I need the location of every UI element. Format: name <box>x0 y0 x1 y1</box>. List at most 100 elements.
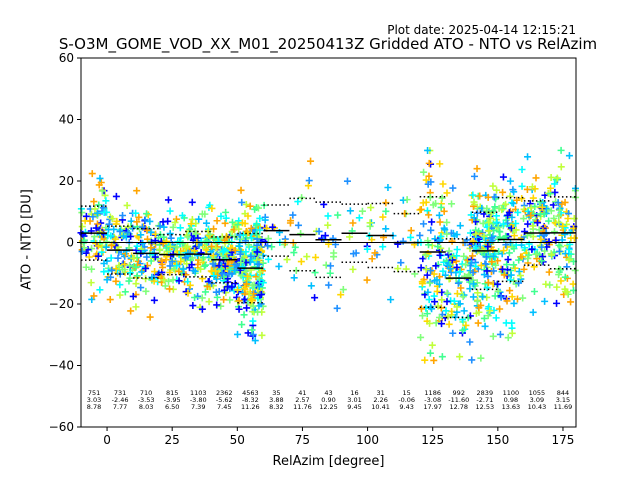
data-point <box>218 270 226 278</box>
data-point <box>426 279 434 287</box>
data-point <box>264 242 272 250</box>
data-point <box>194 234 202 242</box>
data-point <box>242 280 250 288</box>
data-point <box>121 288 129 296</box>
data-point <box>532 174 540 182</box>
bin-std-label: 13.63 <box>502 403 521 411</box>
data-point <box>420 220 428 228</box>
data-point <box>165 277 173 285</box>
data-point <box>233 286 241 294</box>
data-point <box>528 245 536 253</box>
data-point <box>202 261 210 269</box>
data-point <box>184 242 192 250</box>
data-point <box>191 247 199 255</box>
data-point <box>561 273 569 281</box>
bin-count-label: 1055 <box>529 389 546 397</box>
data-point <box>431 298 439 306</box>
data-point <box>327 262 335 270</box>
data-point <box>133 187 141 195</box>
data-point <box>550 228 558 236</box>
data-point <box>179 265 187 273</box>
bin-std-label: 11.69 <box>554 403 573 411</box>
data-point <box>570 215 578 223</box>
data-point <box>456 300 464 308</box>
data-point <box>510 299 518 307</box>
bin-std-label: 6.50 <box>165 403 179 411</box>
data-point <box>199 254 207 262</box>
data-point <box>460 252 468 260</box>
data-point <box>212 244 220 252</box>
data-point <box>127 307 135 315</box>
data-point <box>148 273 156 281</box>
data-point <box>202 219 210 227</box>
data-point <box>551 180 559 188</box>
data-point <box>324 221 332 229</box>
data-point <box>456 353 464 361</box>
data-point <box>534 219 542 227</box>
data-point <box>237 259 245 267</box>
data-point <box>225 238 233 246</box>
data-point <box>197 265 205 273</box>
data-point <box>547 207 555 215</box>
data-point <box>219 248 227 256</box>
data-point <box>420 168 428 176</box>
data-point <box>264 235 272 243</box>
data-point <box>163 237 171 245</box>
data-point <box>524 254 532 262</box>
data-point <box>473 279 481 287</box>
data-point <box>520 265 528 273</box>
data-point <box>518 182 526 190</box>
data-point <box>418 280 426 288</box>
y-tick-label: 20 <box>59 174 74 188</box>
data-point <box>436 218 444 226</box>
data-point <box>421 356 429 364</box>
data-point <box>538 203 546 211</box>
data-point <box>225 270 233 278</box>
data-point <box>175 277 183 285</box>
data-point <box>107 273 115 281</box>
data-point <box>171 218 179 226</box>
data-point <box>486 238 494 246</box>
data-point <box>438 320 446 328</box>
data-point <box>539 258 547 266</box>
data-point <box>492 314 500 322</box>
data-point <box>421 251 429 259</box>
bin-mean-label: 3.15 <box>556 396 570 404</box>
data-point <box>173 262 181 270</box>
data-point <box>540 210 548 218</box>
data-point <box>435 237 443 245</box>
bin-mean-label: -3.53 <box>138 396 155 404</box>
data-point <box>164 217 172 225</box>
data-point <box>158 257 166 265</box>
data-point <box>472 230 480 238</box>
data-point <box>503 261 511 269</box>
data-point <box>449 184 457 192</box>
data-point <box>498 265 506 273</box>
data-point <box>470 280 478 288</box>
data-point <box>495 204 503 212</box>
data-point <box>448 200 456 208</box>
data-point <box>428 341 436 349</box>
data-point <box>469 237 477 245</box>
data-point <box>437 203 445 211</box>
bin-count-label: 15 <box>403 389 411 397</box>
data-point <box>325 281 333 289</box>
bin-mean-label: -8.32 <box>242 396 259 404</box>
x-axis-ticks: 0 25 50 75 100 125 150 175 <box>103 427 574 447</box>
data-point <box>459 326 467 334</box>
data-point <box>147 244 155 252</box>
data-point <box>210 272 218 280</box>
data-point <box>445 320 453 328</box>
data-point <box>237 186 245 194</box>
data-point <box>530 287 538 295</box>
data-point <box>479 293 487 301</box>
data-point <box>85 253 93 261</box>
data-point <box>518 165 526 173</box>
data-point <box>387 296 395 304</box>
bin-count-label: 41 <box>298 389 306 397</box>
bin-std-label: 12.53 <box>476 403 495 411</box>
data-point <box>524 220 532 228</box>
bin-count-label: 992 <box>453 389 465 397</box>
data-point <box>156 245 164 253</box>
data-point <box>349 219 357 227</box>
